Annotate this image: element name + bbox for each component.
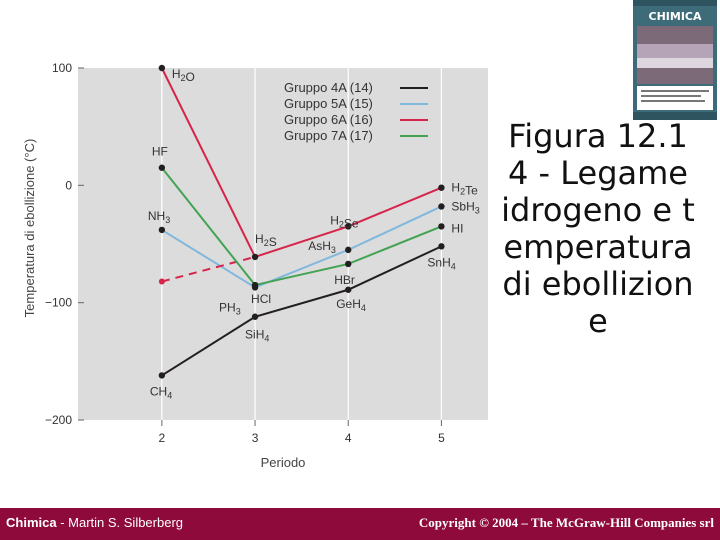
legend-label: Gruppo 7A (17)	[284, 128, 373, 143]
data-point	[158, 226, 166, 234]
data-point	[251, 253, 259, 261]
data-label: SbH3	[451, 199, 479, 215]
series-line	[161, 205, 442, 289]
data-point	[438, 184, 445, 191]
extrapolation-point	[158, 278, 165, 285]
data-point	[345, 246, 352, 254]
series-line	[161, 167, 442, 287]
chart: 100 0 −100 −200 2 3 4 5 Temperatura di ebollizi…	[22, 61, 488, 470]
data-point	[158, 372, 166, 379]
figure-caption: Figura 12.14 - Legame idrogeno e tempera…	[501, 117, 695, 340]
plot-background	[78, 68, 488, 420]
data-point	[345, 223, 352, 230]
x-tick-label: 3	[252, 431, 259, 445]
series-extrapolation-line	[161, 255, 256, 283]
data-label: NH3	[148, 209, 170, 225]
footer-book-title: Chimica	[6, 515, 57, 530]
data-label: H2Se	[330, 213, 359, 230]
data-label: AsH3	[308, 239, 336, 255]
data-point	[158, 164, 166, 171]
legend-label: Gruppo 5A (15)	[284, 96, 373, 111]
data-label: HCl	[251, 292, 271, 306]
x-tick-label: 2	[159, 431, 166, 445]
y-tick-label: −100	[45, 296, 72, 310]
y-axis-label: Temperatura di ebollizione (°C)	[22, 139, 37, 318]
book-title: CHIMICA	[649, 10, 702, 23]
series-line	[161, 245, 442, 377]
y-tick-label: 100	[52, 61, 72, 75]
legend-label: Gruppo 4A (14)	[284, 80, 373, 95]
y-tick-label: −200	[45, 413, 72, 427]
data-point	[158, 64, 166, 72]
data-label: HBr	[334, 273, 355, 287]
data-point	[438, 223, 445, 230]
data-point	[438, 243, 445, 250]
data-point	[251, 313, 259, 320]
data-point	[438, 203, 445, 210]
data-label: H2S	[255, 232, 277, 249]
legend-label: Gruppo 6A (16)	[284, 112, 373, 127]
data-label: SiH4	[245, 328, 269, 344]
data-label: H2O	[172, 67, 195, 84]
y-tick-label: 0	[65, 178, 72, 192]
footer-bar: Chimica - Martin S. Silberberg Copyright…	[0, 508, 720, 540]
data-label: H2Te	[451, 181, 478, 198]
x-tick-label: 5	[438, 431, 445, 445]
data-label: PH3	[219, 300, 241, 316]
footer-author-name: - Martin S. Silberberg	[56, 515, 184, 530]
series-line	[160, 67, 442, 259]
data-label: CH4	[150, 384, 172, 400]
x-tick-label: 4	[345, 431, 352, 445]
footer-copyright: Copyright © 2004 – The McGraw-Hill Compa…	[418, 515, 714, 530]
data-label: HF	[152, 145, 168, 159]
data-label: GeH4	[336, 297, 366, 313]
book-cover-image: CHIMICA	[631, 0, 719, 120]
data-point	[345, 260, 352, 268]
data-label: SnH4	[427, 255, 455, 271]
data-point	[345, 286, 352, 293]
data-point	[251, 281, 259, 289]
data-label: HI	[451, 221, 463, 235]
x-axis-label: Periodo	[261, 455, 306, 470]
footer-author: Chimica - Martin S. Silberberg	[6, 515, 183, 530]
